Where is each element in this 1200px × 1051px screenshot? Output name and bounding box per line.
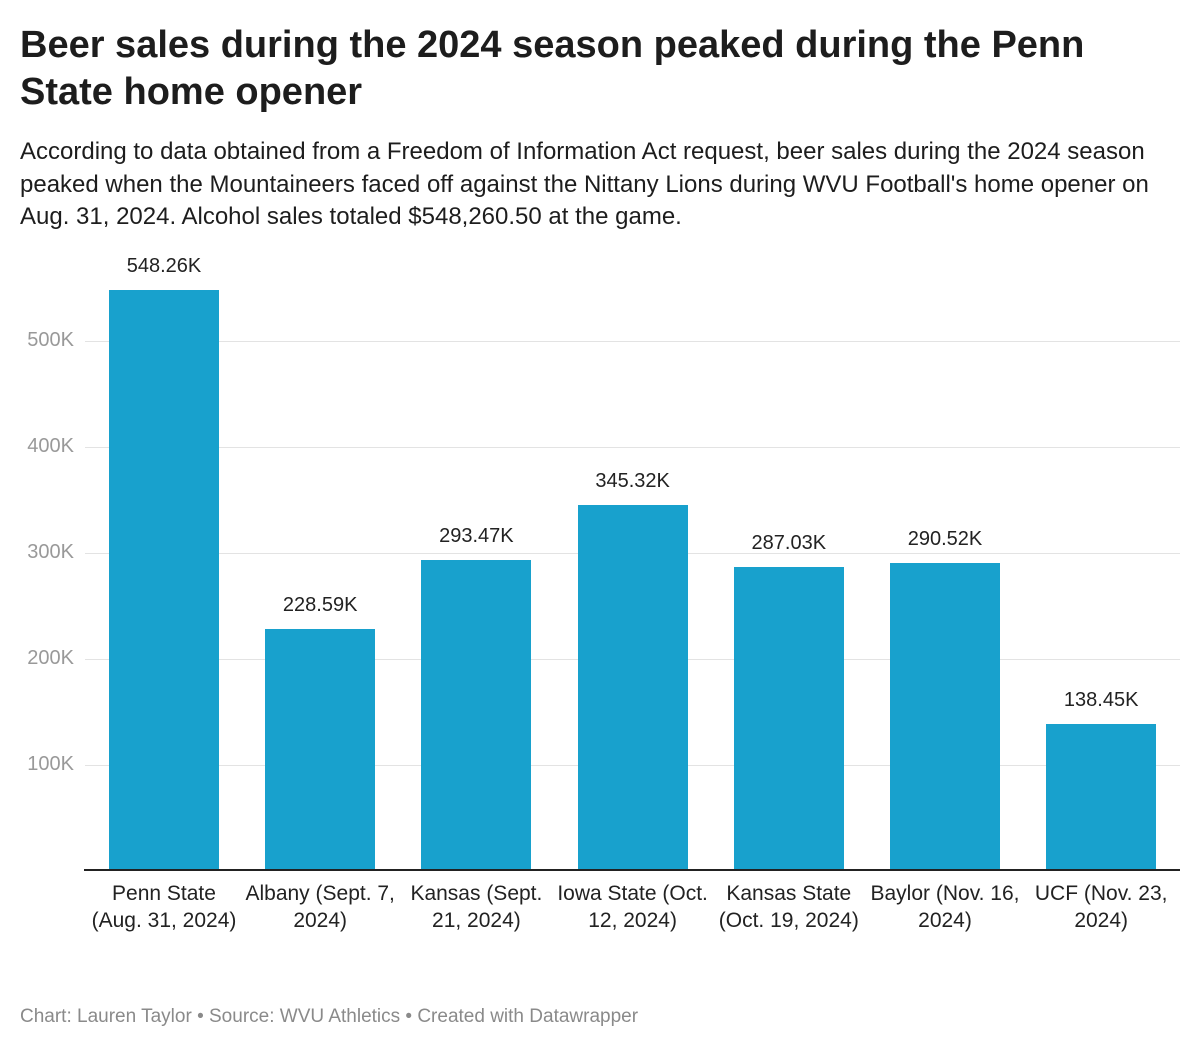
- y-tick-label: 100K: [27, 753, 74, 775]
- y-tick-label: 300K: [27, 541, 74, 563]
- value-label: 293.47K: [439, 524, 514, 547]
- bar: [577, 504, 688, 871]
- category-label: Albany (Sept. 7, 2024): [245, 882, 395, 932]
- category-label: Kansas (Sept. 21, 2024): [410, 882, 543, 932]
- chart-subtitle: According to data obtained from a Freedo…: [20, 138, 1149, 230]
- chart-title: Beer sales during the 2024 season peaked…: [20, 24, 1085, 113]
- bar: [890, 563, 1000, 871]
- category-label: Iowa State (Oct. 12, 2024): [557, 882, 708, 932]
- value-label: 290.52K: [907, 528, 983, 551]
- y-tick-label: 200K: [27, 647, 74, 669]
- bar: [265, 628, 376, 871]
- bar: [1046, 724, 1157, 871]
- gridline: [85, 340, 1180, 342]
- gridline: [85, 446, 1180, 448]
- value-label: 228.59K: [282, 593, 358, 616]
- x-axis-baseline: [84, 869, 1180, 871]
- category-label: Penn State (Aug. 31, 2024): [91, 882, 237, 932]
- chart-footer: Chart: Lauren Taylor • Source: WVU Athle…: [20, 1006, 639, 1027]
- value-label: 345.32K: [595, 469, 670, 492]
- category-label: UCF (Nov. 23, 2024): [1034, 882, 1168, 932]
- value-label: 138.45K: [1063, 689, 1139, 712]
- category-label: Baylor (Nov. 16, 2024): [870, 882, 1020, 932]
- category-label: Kansas State (Oct. 19, 2024): [718, 882, 859, 932]
- y-tick-label: 500K: [27, 329, 74, 351]
- y-tick-label: 400K: [27, 435, 74, 457]
- value-label: 287.03K: [751, 531, 827, 554]
- bar: [421, 559, 532, 871]
- value-label: 548.26K: [126, 254, 202, 277]
- bar: [109, 289, 219, 871]
- bar: [733, 566, 844, 871]
